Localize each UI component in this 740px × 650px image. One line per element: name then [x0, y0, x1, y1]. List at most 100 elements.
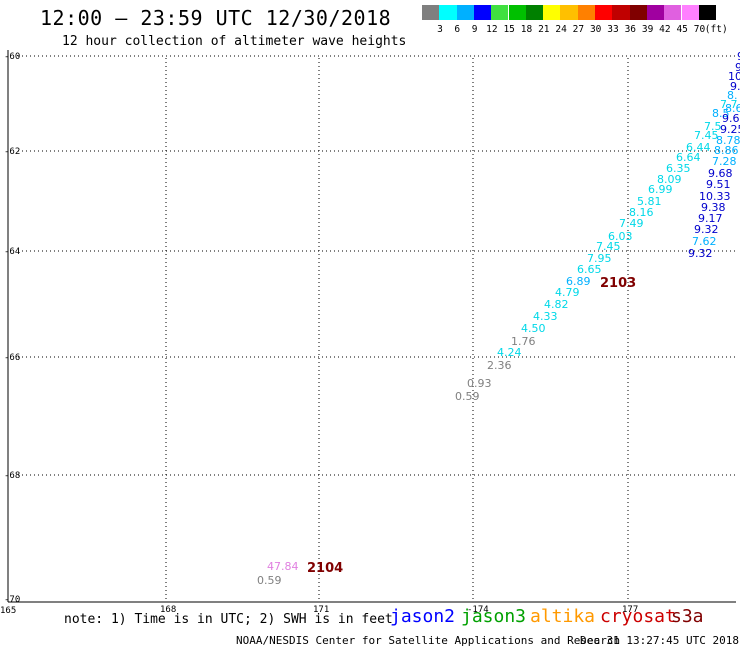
wave-height-value: 4.82	[544, 298, 569, 311]
satellite-label-s3a: s3a	[671, 606, 704, 627]
latitude-label: -64	[4, 247, 20, 257]
wave-height-value: 9.68	[708, 167, 733, 180]
wave-height-value: 6.03	[608, 230, 633, 243]
wave-height-value: 10	[728, 70, 740, 83]
orbit-pass-label: 2104	[307, 561, 343, 576]
wave-height-value: 9	[737, 50, 740, 63]
legend-label: 15	[503, 24, 515, 35]
wave-height-value: 10.33	[699, 190, 731, 203]
units-note: note: 1) Time is in UTC; 2) SWH is in fe…	[64, 612, 393, 627]
legend-label: 36	[624, 24, 637, 35]
wave-height-value: 9.32	[694, 223, 719, 236]
longitude-label: 168	[160, 605, 176, 615]
legend-swatch	[664, 5, 682, 20]
wave-height-value: 9.3	[730, 80, 740, 93]
longitude-label: -174	[467, 605, 489, 615]
longitude-label: 177	[622, 605, 638, 615]
legend-label: 18	[520, 24, 533, 35]
wave-height-value: 6.89	[566, 275, 591, 288]
wave-height-value: 0.59	[455, 390, 480, 403]
legend-swatch	[595, 5, 613, 20]
wave-height-value: 7.95	[587, 252, 612, 265]
map-title: 12:00 – 23:59 UTC 12/30/2018	[40, 6, 392, 30]
legend-label: 30	[589, 24, 602, 35]
legend-swatch	[612, 5, 630, 20]
latitude-label: -66	[4, 353, 20, 363]
wave-height-value: 8.86	[714, 144, 739, 157]
legend-swatch	[422, 5, 440, 20]
longitude-label: 165	[0, 606, 16, 616]
wave-height-value: 2.36	[487, 359, 512, 372]
legend-label: 9	[471, 24, 478, 35]
wave-height-value: 8.6	[725, 102, 740, 115]
latitude-label: -68	[4, 471, 20, 481]
wave-height-value: 7.5	[704, 120, 722, 133]
wave-height-value: 9.32	[688, 247, 713, 260]
wave-height-value: 9.51	[706, 178, 731, 191]
legend-swatch	[629, 5, 647, 20]
wave-height-value: 9	[735, 61, 740, 74]
satellite-label-jason3: jason3	[461, 606, 527, 627]
wave-height-value: 9.25	[720, 123, 740, 136]
legend-swatch	[681, 5, 699, 20]
wave-height-value: 9.64	[722, 112, 740, 125]
legend-swatch	[525, 5, 544, 20]
satellite-label-cryosat: cryosat	[600, 606, 676, 627]
wave-height-value: 7.45	[694, 129, 719, 142]
satellite-label-altika: altika	[530, 606, 596, 627]
latitude-label: -70	[4, 595, 20, 605]
legend-label: 12	[486, 24, 498, 35]
longitude-label: 171	[313, 605, 329, 615]
legend-label: 21	[538, 24, 550, 35]
wave-height-value: 7.28	[712, 155, 737, 168]
legend-label: 70	[693, 24, 706, 35]
wave-height-value: 9.38	[701, 201, 726, 214]
legend-label: 33	[607, 24, 619, 35]
legend-label: 42	[659, 24, 671, 35]
generated-timestamp: Dec 31 13:27:45 UTC 2018	[580, 634, 739, 647]
wave-height-value: 7.45	[596, 240, 621, 253]
wave-height-value: 6.35	[666, 162, 691, 175]
satellite-label-jason2: jason2	[390, 606, 456, 627]
legend-swatch	[508, 5, 526, 20]
wave-height-value: 47.84	[267, 560, 299, 573]
wave-height-value: 6.44	[686, 141, 711, 154]
latitude-label: -60	[4, 52, 20, 62]
legend-swatch	[698, 5, 717, 20]
legend-label: 27	[572, 24, 585, 35]
map-subtitle: 12 hour collection of altimeter wave hei…	[62, 34, 407, 49]
legend-swatch	[560, 5, 578, 20]
wave-height-value: 4.24	[497, 346, 522, 359]
legend-label: 6	[454, 24, 461, 35]
legend-swatch	[456, 5, 474, 20]
wave-height-value: 0.59	[257, 574, 282, 587]
legend-label: 39	[641, 24, 654, 35]
legend-swatch	[491, 5, 509, 20]
wave-height-value: 9.17	[698, 212, 723, 225]
wave-height-value: 6.64	[676, 151, 701, 164]
observation-values: 0.590.932.364.241.764.504.334.824.796.89…	[257, 50, 740, 587]
wave-height-value: 8.16	[629, 206, 654, 219]
orbit-pass-label: 2103	[600, 276, 636, 291]
wave-height-value: 7.7	[720, 98, 738, 111]
wave-height-value: 5.81	[637, 195, 662, 208]
legend-swatch	[543, 5, 561, 20]
wave-height-value: 8.09	[657, 173, 682, 186]
wave-height-value: 4.50	[521, 322, 546, 335]
wave-height-value: 4.79	[555, 286, 580, 299]
wave-height-value: 7.49	[619, 217, 644, 230]
wave-height-value: 6.65	[577, 263, 602, 276]
legend-swatch	[473, 5, 492, 20]
credit-line: NOAA/NESDIS Center for Satellite Applica…	[236, 634, 621, 647]
legend-label: 24	[555, 24, 567, 35]
wave-height-value: 8.	[727, 89, 738, 102]
wave-height-value: 7.62	[692, 235, 717, 248]
wave-height-value: 8.78	[716, 134, 740, 147]
wave-height-value: 4.33	[533, 310, 558, 323]
legend-swatch	[646, 5, 665, 20]
wave-height-value: 1.76	[511, 335, 536, 348]
wave-height-value: 0.93	[467, 377, 492, 390]
legend-swatch	[577, 5, 595, 20]
